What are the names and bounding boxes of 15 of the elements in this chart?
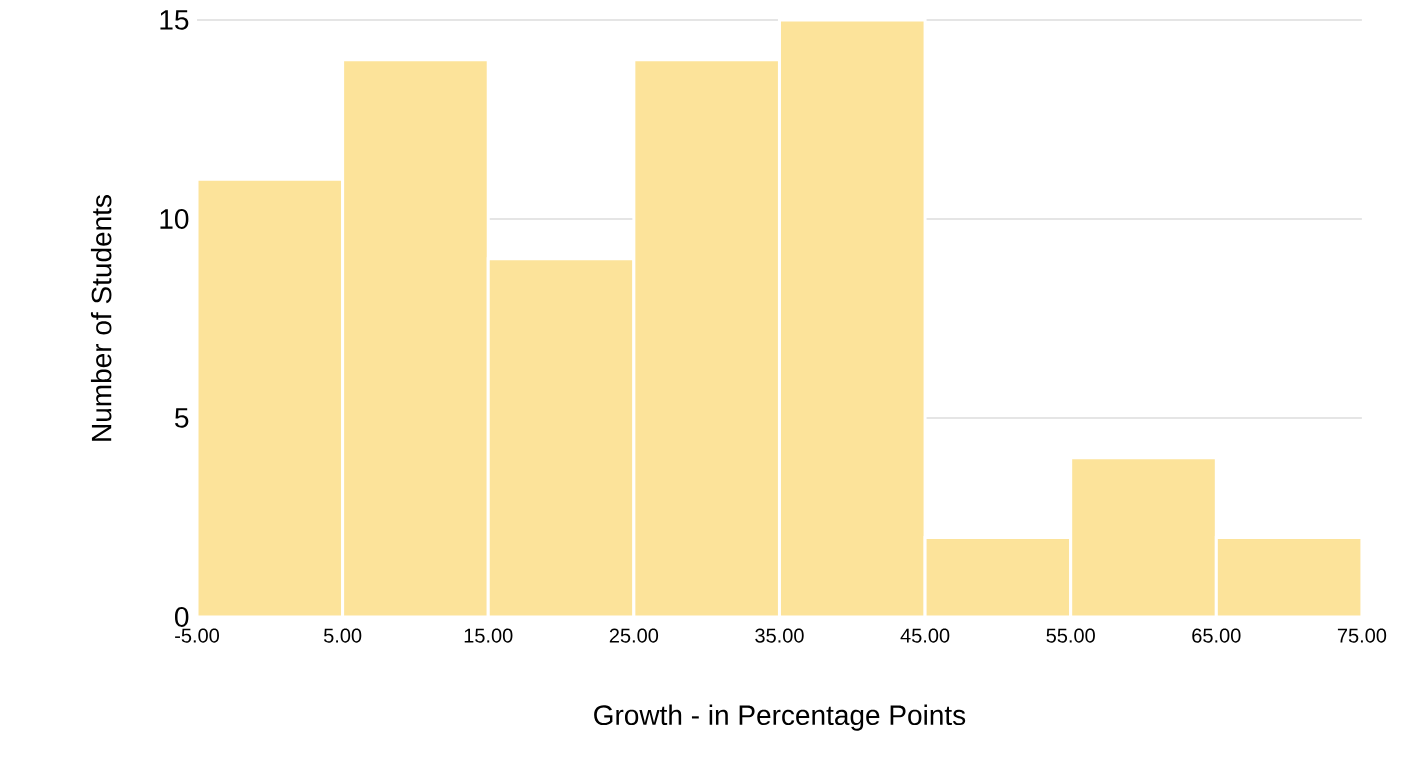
x-tick-label: 5.00 <box>323 628 362 643</box>
y-tick-label: 5 <box>175 408 189 428</box>
x-tick-label: 15.00 <box>464 628 513 643</box>
y-tick-label: 0 <box>175 607 189 627</box>
x-tick-label: 45.00 <box>900 628 950 643</box>
x-tick-label: 75.00 <box>1337 628 1387 643</box>
x-tick-label: 55.00 <box>1046 628 1095 643</box>
y-tick-label: 10 <box>160 209 189 229</box>
x-tick-label: -5.00 <box>175 628 220 643</box>
x-tick-label: 65.00 <box>1192 628 1241 643</box>
x-tick-label: 35.00 <box>755 628 804 643</box>
x-tick-label: 25.00 <box>609 628 659 643</box>
y-axis-title: Number of Students <box>90 195 112 441</box>
y-tick-label: 15 <box>160 10 189 30</box>
x-axis-title: Growth - in Percentage Points <box>594 704 966 731</box>
